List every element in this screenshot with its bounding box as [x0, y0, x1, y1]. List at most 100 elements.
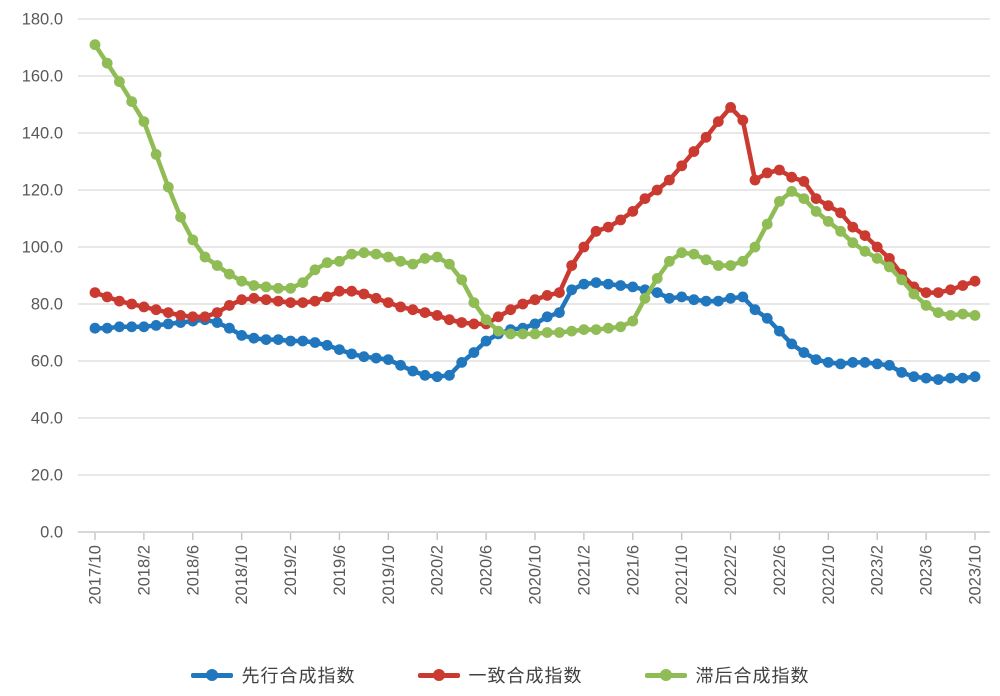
data-point-coincident	[89, 287, 101, 298]
x-axis-label: 2022/10	[820, 545, 838, 605]
data-point-lagging	[737, 255, 749, 267]
data-point-leading	[920, 372, 932, 384]
data-point-leading	[969, 371, 981, 383]
data-point-lagging	[761, 218, 773, 230]
data-point-coincident	[822, 200, 834, 212]
data-point-coincident	[382, 297, 394, 308]
data-point-leading	[285, 335, 296, 347]
data-point-leading	[908, 371, 920, 383]
data-point-coincident	[407, 304, 419, 316]
data-point-lagging	[114, 76, 125, 88]
legend-marker-dot-coincident	[432, 669, 445, 681]
legend-label-leading: 先行合成指数	[241, 666, 356, 686]
data-point-lagging	[566, 325, 578, 337]
y-axis-label: 160.0	[22, 68, 63, 86]
x-axis-label: 2019/6	[331, 545, 349, 595]
data-point-leading	[896, 367, 908, 378]
data-point-leading	[822, 357, 834, 368]
data-point-lagging	[382, 251, 394, 263]
data-point-lagging	[615, 321, 626, 333]
data-point-lagging	[211, 260, 223, 271]
x-axis-label: 2020/6	[478, 545, 496, 595]
data-point-coincident	[664, 174, 675, 186]
data-point-leading	[101, 322, 113, 334]
data-point-lagging	[126, 96, 138, 107]
x-axis-label: 2023/6	[918, 545, 936, 595]
data-point-lagging	[272, 282, 284, 294]
data-point-coincident	[761, 167, 773, 179]
data-point-lagging	[334, 255, 345, 267]
data-point-coincident	[138, 301, 150, 313]
data-point-coincident	[505, 304, 516, 316]
data-point-coincident	[590, 225, 602, 237]
data-point-leading	[150, 320, 162, 331]
data-point-lagging	[150, 149, 162, 160]
data-point-coincident	[187, 311, 199, 323]
data-point-leading	[89, 322, 101, 334]
legend-item-coincident-index: 一致合成指数	[417, 662, 583, 688]
x-axis-label: 2018/10	[233, 545, 251, 605]
data-point-leading	[370, 352, 382, 364]
x-axis-label: 2023/2	[869, 545, 887, 595]
y-axis-label: 60.0	[31, 353, 63, 371]
data-point-lagging	[236, 275, 248, 287]
data-point-leading	[382, 354, 394, 365]
data-point-coincident	[578, 241, 590, 253]
data-point-leading	[236, 330, 248, 341]
data-point-lagging	[749, 241, 761, 253]
data-point-leading	[321, 339, 333, 351]
data-point-leading	[859, 357, 871, 368]
data-point-lagging	[835, 225, 846, 237]
data-point-leading	[334, 344, 345, 355]
data-point-lagging	[309, 264, 321, 276]
data-point-leading	[114, 321, 125, 333]
data-point-coincident	[334, 285, 345, 297]
data-point-lagging	[346, 248, 358, 260]
data-point-lagging	[492, 325, 504, 337]
data-point-coincident	[419, 307, 431, 318]
data-point-coincident	[272, 295, 284, 307]
data-point-leading	[554, 307, 565, 318]
x-axis-label: 2018/2	[135, 545, 153, 595]
data-point-coincident	[358, 288, 370, 300]
data-point-coincident	[529, 294, 541, 306]
data-point-lagging	[725, 260, 736, 271]
data-point-leading	[566, 284, 578, 296]
data-point-coincident	[651, 184, 663, 196]
data-point-leading	[774, 325, 785, 337]
data-point-lagging	[676, 247, 688, 259]
y-axis-label: 20.0	[31, 467, 63, 485]
data-point-lagging	[932, 307, 944, 318]
data-point-coincident	[798, 176, 810, 187]
data-point-coincident	[871, 241, 883, 253]
x-axis-label: 2022/2	[722, 545, 740, 595]
data-point-lagging	[468, 297, 480, 308]
data-point-coincident	[101, 291, 113, 303]
data-point-coincident	[199, 311, 211, 323]
data-point-lagging	[786, 186, 798, 197]
data-point-leading	[224, 322, 235, 334]
data-point-lagging	[578, 324, 590, 335]
data-point-lagging	[224, 268, 235, 280]
data-point-lagging	[859, 245, 871, 257]
data-point-lagging	[957, 308, 969, 320]
x-axis-label: 2017/10	[87, 545, 105, 605]
data-point-coincident	[615, 214, 626, 226]
data-point-lagging	[664, 255, 675, 267]
x-axis-label: 2022/6	[771, 545, 789, 595]
data-point-coincident	[810, 193, 822, 205]
data-point-leading	[615, 280, 626, 291]
data-point-leading	[162, 318, 174, 330]
x-axis-label: 2018/6	[184, 545, 202, 595]
data-point-leading	[651, 287, 663, 298]
data-point-leading	[346, 348, 358, 360]
data-point-coincident	[321, 291, 333, 303]
legend-marker-line-coincident	[417, 669, 460, 681]
data-point-coincident	[700, 131, 712, 143]
data-point-lagging	[810, 206, 822, 217]
data-point-lagging	[798, 193, 810, 205]
data-point-coincident	[627, 206, 639, 217]
data-point-coincident	[224, 300, 235, 311]
data-point-lagging	[688, 248, 700, 260]
